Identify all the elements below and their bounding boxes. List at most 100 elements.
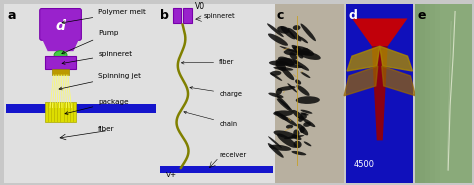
Text: 4500: 4500: [354, 160, 375, 169]
Bar: [415, 4, 420, 183]
Polygon shape: [382, 66, 415, 96]
Ellipse shape: [269, 145, 291, 151]
Bar: [52, 69, 70, 75]
Text: charge: charge: [190, 87, 242, 97]
Ellipse shape: [303, 122, 311, 127]
Bar: [274, 4, 344, 183]
Ellipse shape: [281, 26, 296, 39]
Ellipse shape: [303, 118, 315, 127]
Ellipse shape: [298, 51, 321, 60]
Bar: [4, 4, 158, 183]
Polygon shape: [42, 38, 79, 51]
Ellipse shape: [278, 57, 294, 66]
Text: spinneret: spinneret: [62, 51, 132, 64]
Ellipse shape: [285, 64, 303, 68]
Bar: [346, 4, 413, 183]
Ellipse shape: [269, 61, 289, 66]
Bar: [160, 166, 273, 173]
Ellipse shape: [295, 79, 301, 85]
Ellipse shape: [301, 48, 310, 55]
Text: Polymer melt: Polymer melt: [62, 9, 146, 24]
Ellipse shape: [301, 23, 316, 41]
Ellipse shape: [298, 116, 303, 122]
Ellipse shape: [293, 141, 301, 148]
Text: receiver: receiver: [219, 152, 246, 158]
Polygon shape: [372, 46, 388, 140]
Ellipse shape: [292, 45, 305, 55]
Bar: [158, 4, 274, 183]
Ellipse shape: [296, 96, 320, 104]
Ellipse shape: [277, 98, 294, 113]
Ellipse shape: [273, 130, 296, 139]
Ellipse shape: [293, 130, 300, 137]
Text: V+: V+: [165, 172, 177, 178]
Ellipse shape: [296, 85, 310, 96]
Text: a: a: [7, 9, 16, 21]
Ellipse shape: [276, 95, 291, 110]
Text: V0: V0: [195, 1, 206, 11]
Ellipse shape: [287, 83, 297, 92]
Ellipse shape: [300, 113, 307, 119]
Ellipse shape: [274, 112, 288, 121]
Ellipse shape: [292, 110, 304, 120]
Ellipse shape: [301, 112, 309, 115]
Ellipse shape: [297, 124, 308, 135]
Ellipse shape: [292, 134, 301, 140]
Ellipse shape: [280, 46, 301, 54]
Ellipse shape: [270, 71, 282, 76]
Ellipse shape: [275, 61, 286, 71]
Ellipse shape: [290, 52, 297, 60]
Text: Spinning jet: Spinning jet: [59, 73, 141, 90]
Text: fiber: fiber: [98, 127, 115, 132]
Ellipse shape: [268, 93, 283, 98]
Ellipse shape: [273, 110, 293, 116]
Ellipse shape: [267, 23, 284, 37]
Text: chain: chain: [184, 111, 237, 127]
Ellipse shape: [277, 86, 296, 91]
Ellipse shape: [298, 53, 303, 58]
Ellipse shape: [286, 125, 293, 129]
Text: spinneret: spinneret: [203, 14, 235, 19]
Ellipse shape: [304, 141, 311, 146]
Ellipse shape: [284, 135, 304, 139]
Text: b: b: [160, 9, 169, 21]
Ellipse shape: [268, 136, 282, 148]
Bar: [435, 4, 440, 183]
Ellipse shape: [293, 46, 314, 56]
Bar: [6, 104, 156, 113]
Ellipse shape: [54, 51, 67, 60]
Bar: [183, 8, 192, 23]
Ellipse shape: [301, 72, 310, 78]
Polygon shape: [344, 66, 378, 96]
Ellipse shape: [277, 133, 297, 148]
Ellipse shape: [300, 126, 305, 133]
Bar: [420, 4, 425, 183]
Polygon shape: [380, 46, 412, 71]
Text: c: c: [277, 9, 284, 21]
Ellipse shape: [293, 60, 309, 71]
Polygon shape: [347, 46, 380, 71]
Ellipse shape: [276, 58, 299, 65]
Polygon shape: [352, 18, 408, 46]
Ellipse shape: [277, 26, 290, 34]
Bar: [415, 4, 472, 183]
Ellipse shape: [281, 67, 294, 80]
FancyBboxPatch shape: [40, 9, 82, 40]
Ellipse shape: [276, 88, 282, 95]
Bar: [173, 8, 182, 23]
Text: Pump: Pump: [62, 30, 118, 54]
Bar: [430, 4, 435, 183]
Ellipse shape: [283, 49, 301, 56]
Ellipse shape: [288, 28, 301, 41]
Text: d: d: [348, 9, 357, 21]
Ellipse shape: [292, 151, 306, 155]
Ellipse shape: [280, 114, 298, 126]
Ellipse shape: [299, 36, 308, 43]
Ellipse shape: [268, 143, 284, 158]
Text: package: package: [65, 99, 129, 115]
Text: fiber: fiber: [182, 59, 235, 65]
Text: e: e: [418, 9, 426, 21]
Text: d: d: [55, 19, 65, 33]
Bar: [425, 4, 430, 183]
Ellipse shape: [270, 73, 282, 81]
